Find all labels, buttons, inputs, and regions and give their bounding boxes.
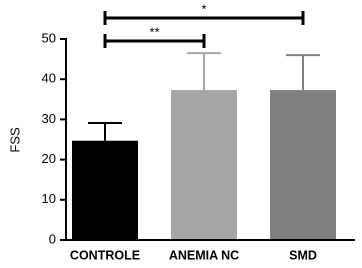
bar: [270, 90, 336, 240]
x-tick-label: CONTROLE: [70, 248, 140, 262]
significance-label: *: [201, 1, 206, 16]
significance-label: **: [149, 24, 159, 39]
y-tick-label: 50: [42, 30, 56, 45]
y-tick-label: 20: [42, 151, 56, 166]
y-axis-label: FSS: [7, 127, 22, 153]
bar: [72, 140, 138, 240]
y-tick-label: 10: [42, 191, 56, 206]
y-tick-label: 40: [42, 71, 56, 86]
y-tick-label: 30: [42, 111, 56, 126]
x-tick-label: ANEMIA NC: [169, 248, 239, 262]
y-tick-label: 0: [49, 231, 56, 246]
x-tick-label: SMD: [289, 248, 317, 262]
bar: [171, 90, 237, 240]
